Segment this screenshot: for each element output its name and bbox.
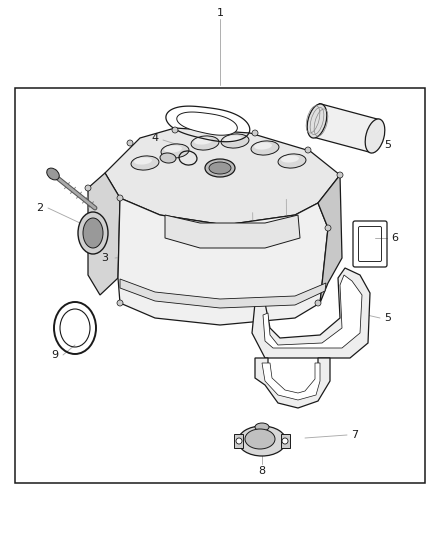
Text: 3: 3 (102, 253, 109, 263)
Ellipse shape (221, 134, 249, 148)
Ellipse shape (205, 159, 235, 177)
Polygon shape (318, 175, 342, 303)
Circle shape (236, 438, 242, 444)
Circle shape (127, 140, 133, 146)
Ellipse shape (161, 144, 189, 158)
Ellipse shape (255, 423, 269, 431)
Circle shape (117, 195, 123, 201)
Circle shape (337, 172, 343, 178)
Circle shape (252, 130, 258, 136)
Polygon shape (255, 358, 330, 408)
Bar (15, 88, 425, 483)
Text: 8: 8 (258, 466, 265, 476)
Ellipse shape (160, 153, 176, 163)
Polygon shape (120, 279, 326, 308)
Polygon shape (88, 173, 120, 295)
Circle shape (325, 225, 331, 231)
Bar (234, 434, 243, 448)
Text: 5: 5 (385, 313, 392, 323)
Circle shape (85, 185, 91, 191)
Text: 2: 2 (36, 203, 43, 213)
Polygon shape (105, 128, 340, 225)
Text: 6: 6 (392, 233, 399, 243)
Polygon shape (262, 363, 320, 400)
Polygon shape (311, 103, 379, 152)
Polygon shape (165, 215, 300, 248)
Polygon shape (263, 275, 362, 348)
Polygon shape (118, 198, 328, 325)
Ellipse shape (131, 156, 159, 170)
Polygon shape (252, 268, 370, 358)
Bar (281, 434, 290, 448)
Ellipse shape (209, 162, 231, 174)
Circle shape (172, 127, 178, 133)
Polygon shape (177, 112, 237, 135)
Circle shape (305, 147, 311, 153)
Ellipse shape (281, 156, 299, 163)
Ellipse shape (194, 138, 212, 144)
Circle shape (117, 300, 123, 306)
Ellipse shape (47, 168, 59, 180)
Ellipse shape (78, 212, 108, 254)
Ellipse shape (191, 136, 219, 150)
Circle shape (282, 438, 288, 444)
Text: 5: 5 (385, 140, 392, 150)
Text: 7: 7 (351, 430, 359, 440)
Ellipse shape (365, 119, 385, 153)
Ellipse shape (245, 429, 275, 449)
Ellipse shape (278, 154, 306, 168)
Ellipse shape (254, 142, 272, 150)
Ellipse shape (83, 218, 103, 248)
Ellipse shape (251, 141, 279, 155)
Ellipse shape (307, 104, 327, 138)
Ellipse shape (134, 157, 152, 165)
Text: 4: 4 (152, 133, 159, 143)
Ellipse shape (164, 146, 182, 152)
Text: 9: 9 (51, 350, 59, 360)
Ellipse shape (224, 135, 242, 142)
Ellipse shape (238, 426, 286, 456)
Circle shape (315, 300, 321, 306)
Text: 1: 1 (216, 8, 223, 18)
